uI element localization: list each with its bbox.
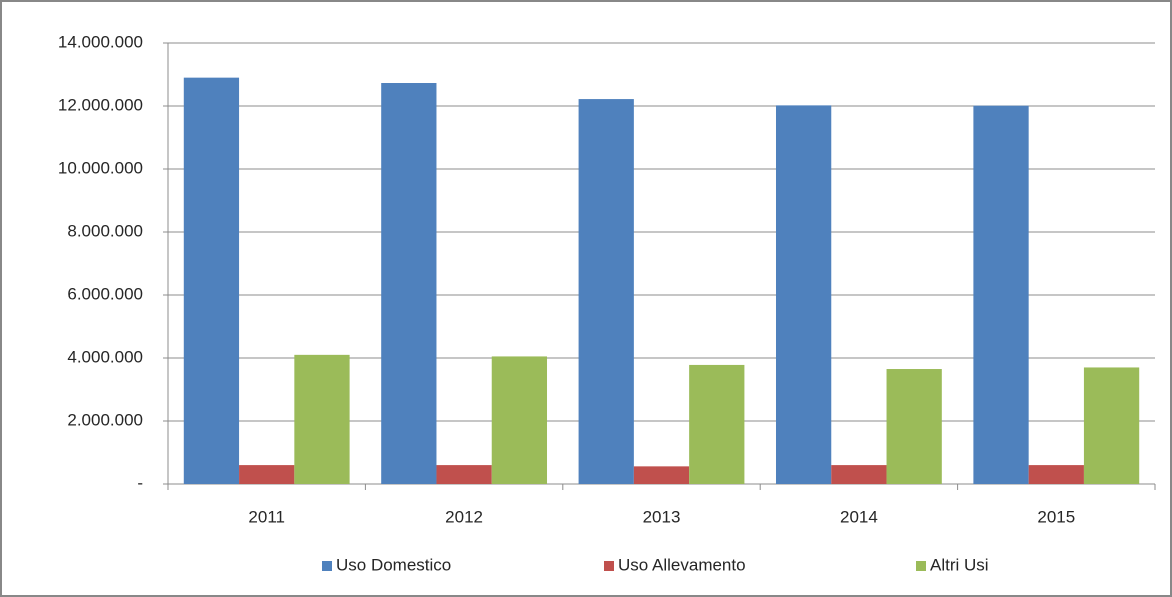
x-tick-label: 2012 <box>445 507 483 526</box>
legend-label: Uso Domestico <box>336 555 451 574</box>
bar <box>294 354 350 484</box>
bar <box>633 466 690 484</box>
legend-label: Altri Usi <box>930 555 989 574</box>
y-tick-label: 2.000.000 <box>67 410 143 429</box>
bar <box>689 364 745 484</box>
bar <box>239 465 295 484</box>
y-tick-label: 12.000.000 <box>58 95 143 114</box>
x-tick-label: 2015 <box>1037 507 1075 526</box>
bar <box>831 465 887 484</box>
bar <box>1083 367 1140 484</box>
x-tick-label: 2011 <box>248 507 285 526</box>
x-tick-label: 2013 <box>643 507 681 526</box>
legend-swatch <box>916 561 926 571</box>
legend-label: Uso Allevamento <box>618 555 746 574</box>
bar <box>436 465 492 484</box>
bar <box>578 99 634 484</box>
bar <box>381 83 437 484</box>
bar <box>491 356 548 484</box>
y-tick-label: 4.000.000 <box>67 347 143 366</box>
y-tick-label: 8.000.000 <box>67 221 143 240</box>
y-tick-label: 6.000.000 <box>67 284 143 303</box>
bar <box>886 369 942 484</box>
y-tick-label: 14.000.000 <box>58 32 143 51</box>
legend-swatch <box>604 561 614 571</box>
y-tick-label: 10.000.000 <box>58 158 143 177</box>
bar <box>183 77 240 485</box>
y-tick-label: - <box>137 473 143 492</box>
bar <box>973 105 1029 484</box>
bar <box>1028 465 1084 484</box>
legend-swatch <box>322 561 332 571</box>
x-tick-label: 2014 <box>840 507 878 526</box>
bar <box>775 105 832 485</box>
